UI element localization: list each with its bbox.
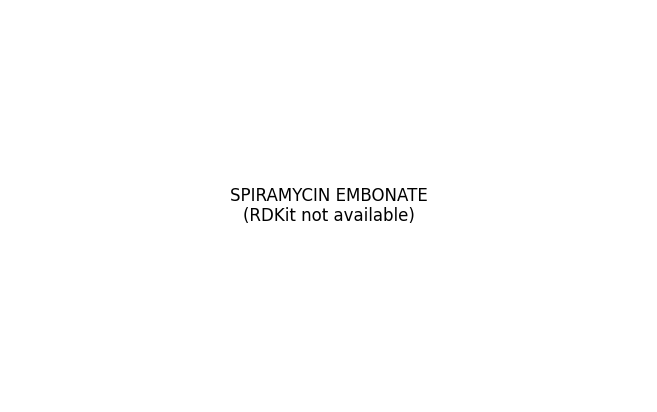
Text: SPIRAMYCIN EMBONATE
(RDKit not available): SPIRAMYCIN EMBONATE (RDKit not available…	[230, 187, 427, 225]
